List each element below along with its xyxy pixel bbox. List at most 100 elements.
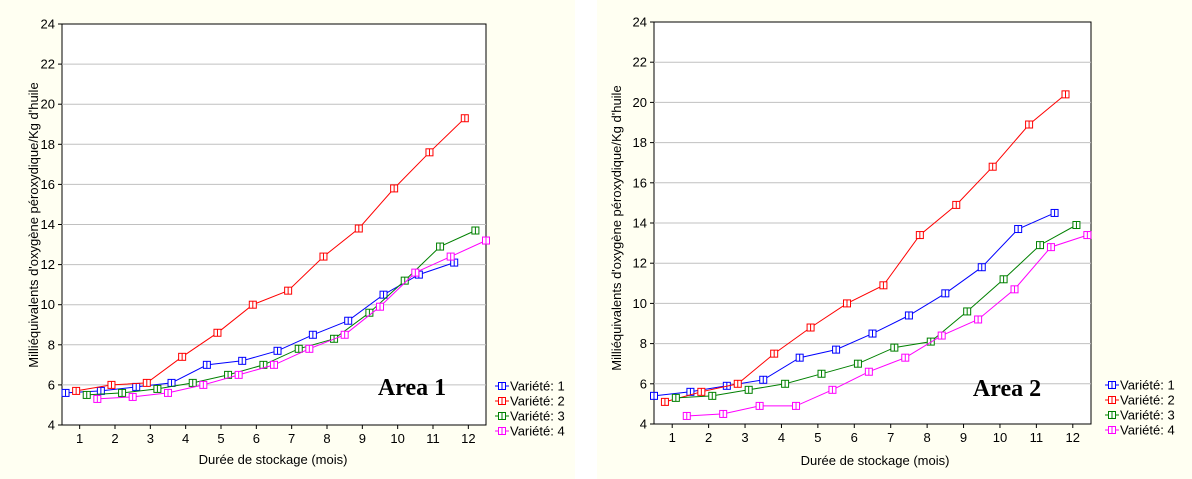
x-tick-label: 1 xyxy=(669,430,676,445)
data-point xyxy=(719,409,728,418)
data-point xyxy=(188,378,197,387)
y-tick-label: 4 xyxy=(48,418,55,433)
data-point xyxy=(770,349,779,358)
legend-item: Variété: 1 xyxy=(495,379,565,394)
legend-label: Variété: 3 xyxy=(510,409,565,424)
data-point xyxy=(941,289,950,298)
legend-item: Variété: 3 xyxy=(1105,408,1175,423)
data-point xyxy=(904,311,913,320)
data-point xyxy=(1050,208,1059,217)
data-point xyxy=(828,385,837,394)
data-point xyxy=(733,379,742,388)
data-point xyxy=(817,369,826,378)
data-point xyxy=(471,226,480,235)
x-tick-label: 7 xyxy=(288,431,295,446)
series-line xyxy=(653,212,1055,397)
data-point xyxy=(376,302,384,311)
data-point xyxy=(436,242,445,251)
x-tick-label: 11 xyxy=(1030,430,1044,445)
y-tick-label: 14 xyxy=(41,217,55,232)
data-point xyxy=(96,386,105,395)
y-tick-label: 8 xyxy=(48,337,55,352)
series-line xyxy=(86,230,476,396)
y-tick-label: 14 xyxy=(633,216,647,231)
legend-label: Variété: 1 xyxy=(510,379,565,394)
data-point xyxy=(482,236,490,245)
data-point xyxy=(82,390,91,399)
series-line xyxy=(675,224,1077,399)
data-point xyxy=(901,353,910,362)
data-point xyxy=(864,367,873,376)
data-point xyxy=(379,290,388,299)
data-point xyxy=(843,299,852,308)
legend-item: Variété: 1 xyxy=(1105,378,1175,393)
y-tick-label: 18 xyxy=(633,135,647,150)
series-4 xyxy=(93,236,490,403)
data-point xyxy=(952,200,961,209)
data-point xyxy=(308,330,317,339)
series-3 xyxy=(82,226,480,399)
x-tick-label: 5 xyxy=(217,431,224,446)
data-point xyxy=(93,394,102,403)
data-point xyxy=(213,328,222,337)
y-tick-label: 20 xyxy=(633,95,647,110)
data-point xyxy=(460,114,469,123)
x-tick-label: 7 xyxy=(887,430,894,445)
data-point xyxy=(926,337,935,346)
legend-item: Variété: 4 xyxy=(1105,423,1175,438)
series-line xyxy=(76,117,466,392)
data-point xyxy=(178,352,187,361)
x-tick-label: 4 xyxy=(778,430,785,445)
x-tick-label: 6 xyxy=(851,430,858,445)
data-point xyxy=(61,388,70,397)
data-point xyxy=(963,307,972,316)
data-point xyxy=(238,356,247,365)
y-tick-label: 8 xyxy=(640,336,647,351)
data-point xyxy=(999,275,1008,284)
x-tick-label: 1 xyxy=(76,431,83,446)
data-point xyxy=(988,162,997,171)
x-tick-label: 9 xyxy=(960,430,967,445)
data-point xyxy=(781,379,790,388)
data-point xyxy=(1061,90,1070,99)
data-point xyxy=(650,391,658,400)
data-point xyxy=(1036,241,1045,250)
data-point xyxy=(977,263,986,272)
x-tick-label: 3 xyxy=(147,431,154,446)
data-point xyxy=(1010,285,1019,294)
data-point xyxy=(425,148,434,157)
legend-label: Variété: 4 xyxy=(510,424,565,439)
data-point xyxy=(132,382,141,391)
data-point xyxy=(344,316,353,325)
area-annotation: Area 1 xyxy=(378,375,446,401)
legend-label: Variété: 4 xyxy=(1120,423,1175,438)
chart-panel-area-1: 4 6 8 10 12 14 16 18 20 22 24 1 2 3 4 5 6 7 8 9 10 11 12 Durée … xyxy=(0,0,575,479)
x-tick-label: 6 xyxy=(253,431,260,446)
x-tick-label: 5 xyxy=(814,430,821,445)
data-point xyxy=(142,378,151,387)
legend-label: Variété: 1 xyxy=(1120,378,1175,393)
data-point xyxy=(446,252,455,261)
y-tick-label: 12 xyxy=(633,256,647,271)
x-tick-label: 8 xyxy=(323,431,330,446)
data-point xyxy=(708,391,717,400)
y-tick-label: 16 xyxy=(633,175,647,190)
data-point xyxy=(390,184,399,193)
series-4 xyxy=(682,231,1092,420)
data-point xyxy=(832,345,841,354)
data-point xyxy=(1072,221,1081,230)
y-tick-label: 10 xyxy=(41,297,55,312)
data-point xyxy=(284,286,293,295)
series-line xyxy=(664,94,1066,403)
area-annotation: Area 2 xyxy=(973,376,1041,402)
y-tick-label: 22 xyxy=(41,57,55,72)
series-2 xyxy=(660,90,1070,406)
data-point xyxy=(853,359,862,368)
data-point xyxy=(879,281,888,290)
data-point xyxy=(1025,120,1034,129)
legend-label: Variété: 2 xyxy=(510,394,565,409)
x-tick-label: 12 xyxy=(461,431,475,446)
legend-item: Variété: 2 xyxy=(1105,393,1175,408)
